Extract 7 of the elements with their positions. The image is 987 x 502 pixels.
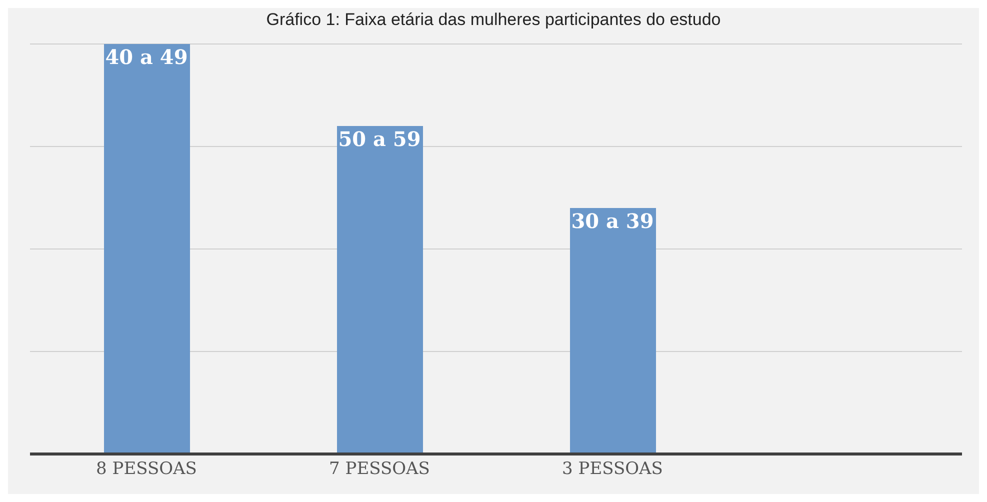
chart-title: Gráfico 1: Faixa etária das mulheres participantes do estudo — [265, 9, 722, 31]
x-tick-label: 8 PESSOAS — [96, 459, 197, 480]
x-tick-label: 7 PESSOAS — [329, 459, 430, 480]
annotation: 50 a 59 — [338, 127, 421, 152]
annotation: 40 a 49 — [105, 45, 188, 70]
annotation: 30 a 39 — [571, 209, 654, 234]
x-tick-label: 3 PESSOAS — [562, 459, 663, 480]
